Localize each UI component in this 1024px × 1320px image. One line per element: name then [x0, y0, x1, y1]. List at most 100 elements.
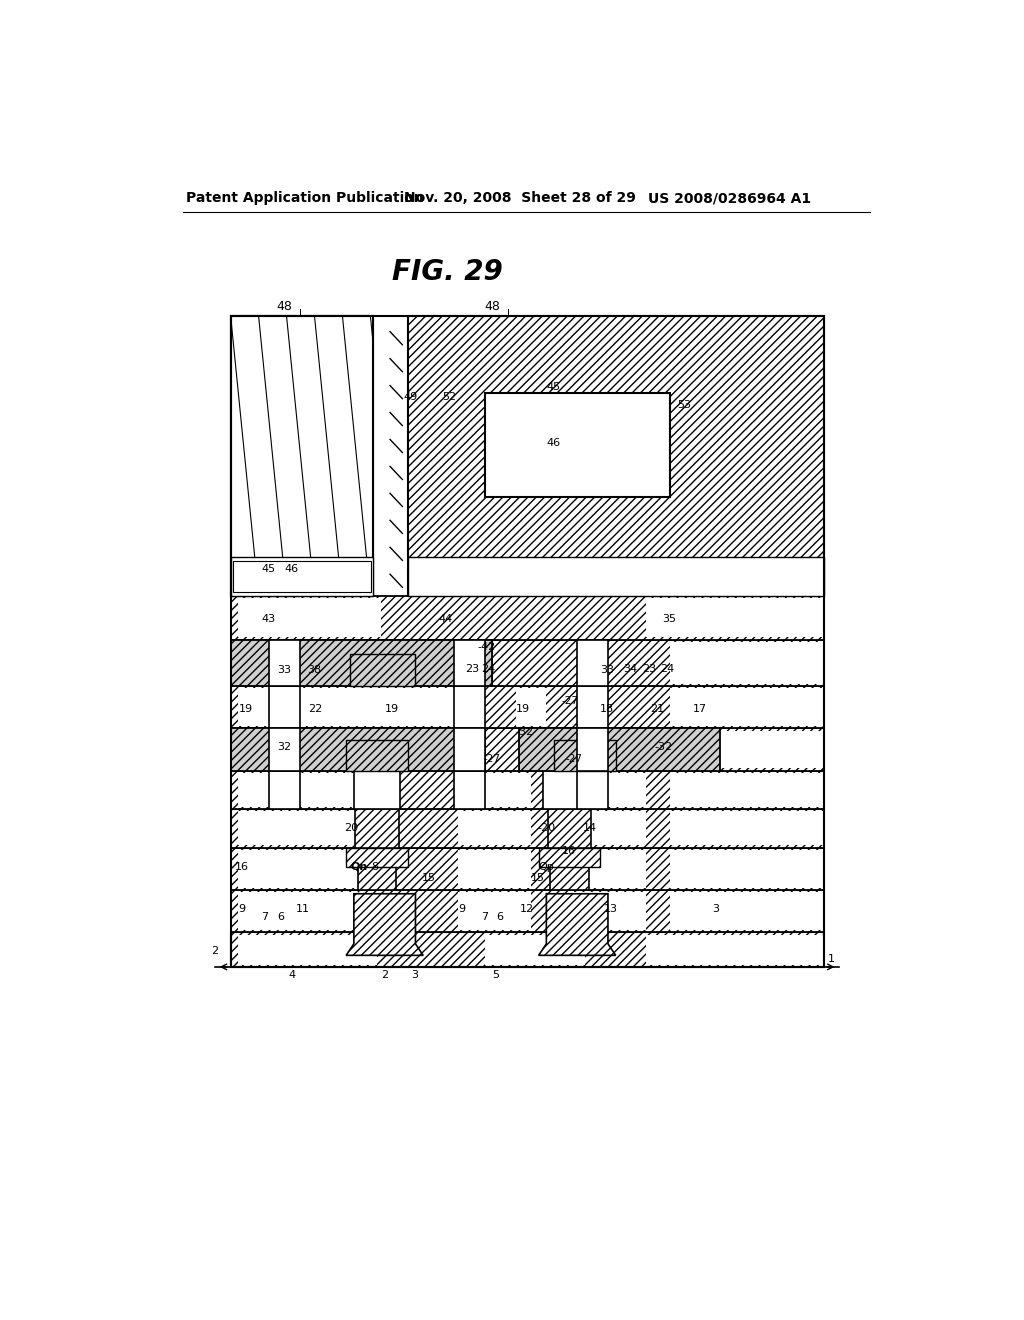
Bar [230, 640, 493, 686]
Bar [355, 809, 398, 847]
Text: -27: -27 [562, 696, 579, 706]
Bar [543, 771, 585, 809]
Bar [233, 561, 371, 591]
Bar [573, 774, 646, 807]
Bar [230, 809, 823, 847]
Bar [670, 892, 900, 929]
Bar [573, 892, 646, 929]
Text: -27: -27 [565, 754, 583, 764]
Text: 34: 34 [624, 664, 638, 675]
Text: 6: 6 [497, 912, 504, 921]
Text: 5: 5 [493, 970, 500, 979]
Bar [578, 640, 608, 686]
Bar [548, 809, 591, 847]
Text: 4: 4 [289, 970, 296, 979]
Text: 53: 53 [677, 400, 691, 409]
Text: 45: 45 [261, 564, 275, 574]
Text: 15: 15 [422, 874, 435, 883]
Bar [573, 850, 646, 887]
Text: 13: 13 [604, 904, 618, 915]
Text: 46: 46 [547, 438, 560, 449]
Text: 48: 48 [484, 300, 501, 313]
Bar [408, 317, 823, 595]
Bar [454, 640, 484, 686]
Text: 23: 23 [643, 664, 656, 675]
Bar [670, 774, 900, 807]
Bar [573, 812, 646, 845]
Bar [550, 847, 589, 890]
Text: 33: 33 [600, 665, 614, 676]
Text: 19: 19 [239, 704, 253, 714]
Bar [239, 688, 484, 726]
Bar [458, 812, 531, 845]
Bar [239, 598, 381, 638]
Text: 16: 16 [562, 846, 575, 857]
Text: 24: 24 [481, 664, 496, 675]
Text: 14: 14 [584, 824, 597, 833]
Bar [269, 640, 300, 686]
Text: 24: 24 [660, 664, 675, 675]
Text: 3: 3 [712, 904, 719, 915]
Text: 46: 46 [285, 564, 299, 574]
Bar [354, 771, 400, 809]
Bar [670, 642, 900, 684]
Text: 15: 15 [531, 874, 545, 883]
Text: FIG. 29: FIG. 29 [392, 259, 503, 286]
Text: 48: 48 [276, 300, 293, 313]
Text: 23: 23 [466, 664, 479, 675]
Bar [646, 935, 900, 965]
Text: Qn: Qn [350, 862, 368, 871]
Text: 16: 16 [234, 862, 249, 871]
Bar [454, 771, 484, 809]
Text: 2: 2 [381, 970, 388, 979]
Bar [230, 847, 823, 890]
Bar [454, 729, 484, 771]
Text: 18: 18 [600, 704, 614, 714]
Bar [578, 686, 608, 729]
Bar [408, 557, 823, 595]
Text: 52: 52 [442, 392, 457, 403]
Bar [269, 729, 300, 771]
Bar [230, 317, 373, 595]
Bar [230, 890, 823, 932]
Bar [519, 729, 720, 771]
Text: 6: 6 [276, 912, 284, 921]
Text: -42: -42 [477, 643, 496, 652]
Polygon shape [539, 894, 615, 956]
Bar [230, 317, 373, 595]
Text: 22: 22 [307, 704, 322, 714]
Text: 3: 3 [412, 970, 419, 979]
Text: 35: 35 [662, 614, 676, 624]
Bar [230, 317, 823, 968]
Bar [484, 729, 823, 771]
Text: 12: 12 [519, 904, 534, 915]
Bar [458, 892, 531, 929]
Bar [515, 688, 547, 726]
Bar [350, 653, 416, 686]
Bar [346, 847, 408, 867]
Bar [484, 935, 585, 965]
Text: 49: 49 [403, 392, 418, 403]
Bar [554, 739, 615, 771]
Text: 44: 44 [438, 614, 453, 624]
Bar [239, 892, 357, 929]
Bar [484, 393, 670, 498]
Text: 2: 2 [211, 946, 218, 957]
Bar [357, 847, 396, 890]
Text: 45: 45 [547, 381, 560, 392]
Text: 17: 17 [692, 704, 707, 714]
Bar [454, 686, 484, 729]
Bar [646, 598, 900, 638]
Bar [230, 686, 823, 729]
Text: 1: 1 [827, 954, 835, 964]
Text: 38: 38 [307, 665, 322, 676]
Bar [493, 640, 823, 686]
Text: 32: 32 [276, 742, 291, 752]
Bar [578, 771, 608, 809]
Text: 33: 33 [276, 665, 291, 676]
Bar [720, 730, 900, 768]
Text: 8: 8 [372, 862, 379, 871]
Bar [239, 935, 377, 965]
Bar [230, 729, 484, 771]
Text: Nov. 20, 2008  Sheet 28 of 29: Nov. 20, 2008 Sheet 28 of 29 [403, 191, 636, 206]
